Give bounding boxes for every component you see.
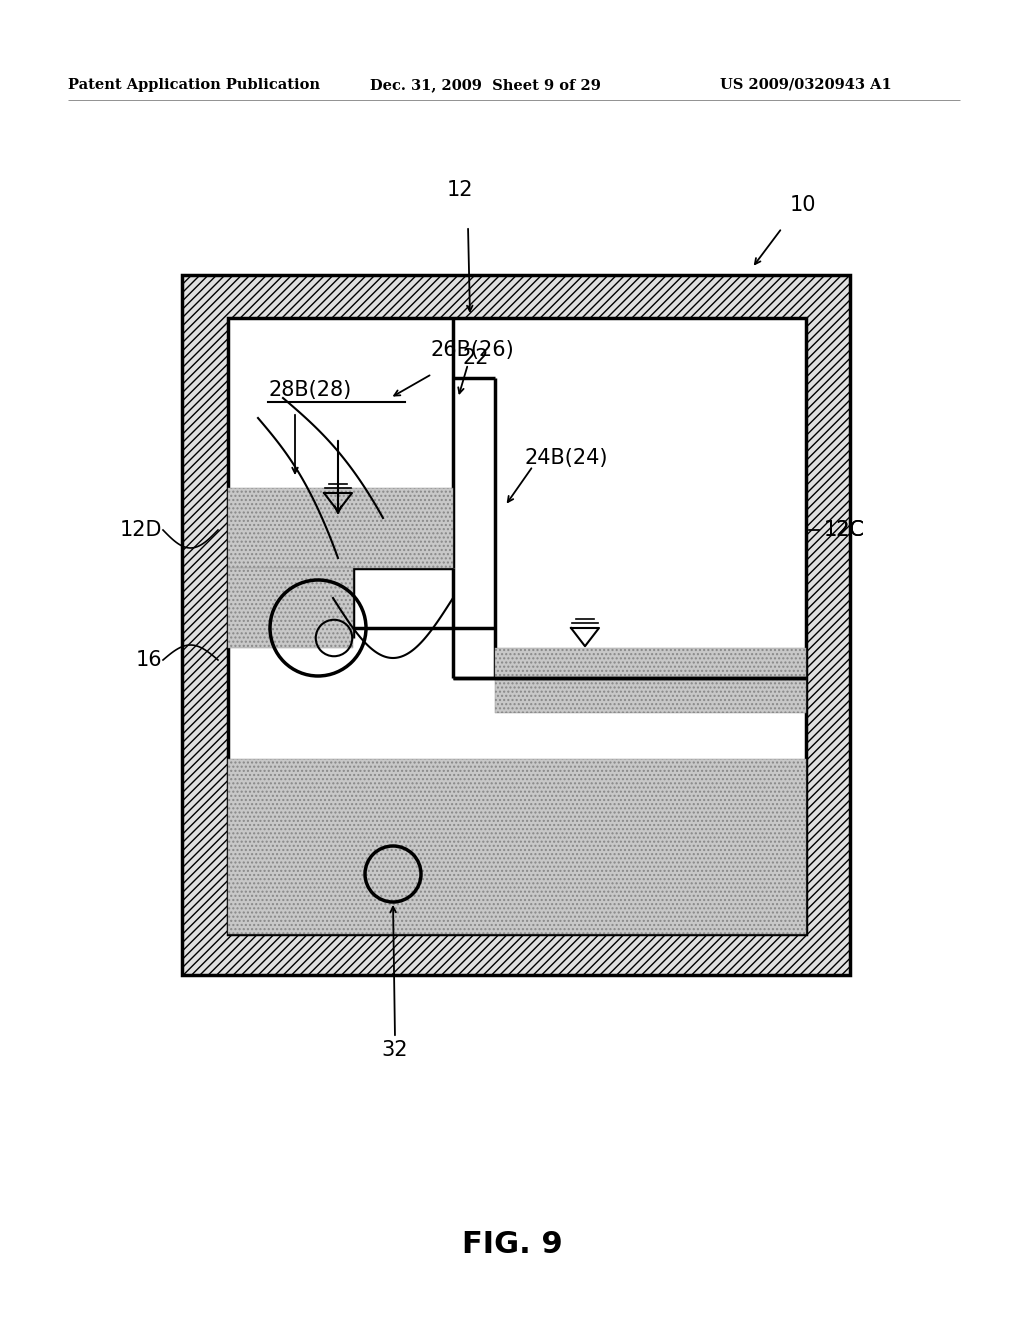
Text: 12: 12 <box>446 180 473 201</box>
Bar <box>182 275 850 975</box>
Bar <box>228 759 806 935</box>
Text: 22: 22 <box>463 348 489 368</box>
Text: US 2009/0320943 A1: US 2009/0320943 A1 <box>720 78 892 92</box>
Text: Dec. 31, 2009  Sheet 9 of 29: Dec. 31, 2009 Sheet 9 of 29 <box>370 78 601 92</box>
Text: 32: 32 <box>382 1040 409 1060</box>
Text: FIG. 9: FIG. 9 <box>462 1230 562 1259</box>
Text: 16: 16 <box>135 649 162 671</box>
Bar <box>228 318 806 935</box>
Text: 24B(24): 24B(24) <box>525 447 608 469</box>
Text: 10: 10 <box>790 195 816 215</box>
Text: 28B(28): 28B(28) <box>268 380 351 400</box>
Text: 26B(26): 26B(26) <box>430 341 514 360</box>
Bar <box>228 318 806 935</box>
Text: 12C: 12C <box>824 520 865 540</box>
Text: Patent Application Publication: Patent Application Publication <box>68 78 319 92</box>
Text: 12D: 12D <box>120 520 162 540</box>
Bar <box>228 568 353 648</box>
Bar <box>495 648 806 713</box>
Text: 12C: 12C <box>824 520 865 540</box>
Bar <box>228 488 453 568</box>
